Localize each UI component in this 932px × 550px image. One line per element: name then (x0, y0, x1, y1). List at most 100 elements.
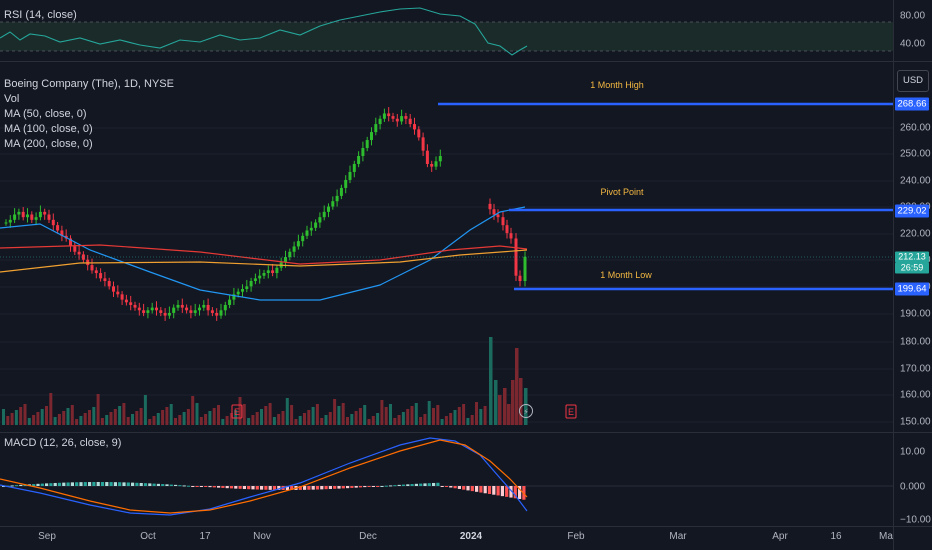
volume-bar (225, 416, 229, 425)
volume-bar (135, 411, 139, 425)
macd-histogram-bar (462, 486, 466, 490)
volume-bar (324, 415, 328, 425)
candle (357, 156, 361, 164)
volume-bar (303, 413, 306, 425)
legend-ma200[interactable]: MA (200, close, 0) (4, 138, 93, 150)
volume-bar (199, 417, 203, 425)
candle (378, 118, 382, 125)
legend-ma100[interactable]: MA (100, close, 0) (4, 123, 93, 135)
macd-histogram-bar (427, 483, 431, 486)
volume-bar (358, 408, 362, 425)
rsi-tick-80: 80.00 (900, 10, 926, 22)
macd-histogram-bar (333, 486, 337, 489)
candle (361, 148, 365, 156)
currency-button[interactable]: USD (897, 70, 929, 92)
earnings-icon (231, 404, 243, 419)
candle (305, 230, 309, 236)
volume-bar (109, 412, 113, 425)
symbol-title[interactable]: Boeing Company (The), 1D, NYSE (4, 78, 174, 90)
tag-pivot: 229.02 (895, 204, 929, 218)
candle (30, 214, 34, 220)
volume-bar (264, 406, 268, 425)
macd-histogram-bar (234, 486, 238, 489)
candle (13, 214, 17, 220)
volume-bar (122, 403, 126, 425)
macd-histogram-bar (285, 486, 289, 490)
candle (17, 211, 21, 215)
rsi-pane[interactable]: RSI (14, close) 80.00 40.00 (0, 0, 932, 61)
candle (339, 187, 343, 196)
volume-bar (238, 397, 242, 425)
candle (176, 304, 180, 308)
volume-bar (384, 407, 388, 425)
volume-bar (36, 412, 40, 425)
candle (133, 304, 137, 308)
volume-bar (498, 395, 502, 425)
legend-vol[interactable]: Vol (4, 93, 20, 105)
volume-bar (96, 394, 100, 425)
candle (51, 219, 55, 226)
candle (180, 304, 184, 308)
volume-bar (337, 406, 341, 425)
earnings-icon-label: E (568, 407, 574, 417)
candle (413, 124, 416, 130)
candle (167, 312, 171, 316)
macd-histogram-bar (131, 482, 135, 486)
volume-bar (118, 406, 122, 425)
volume-bar (156, 413, 160, 425)
dividend-icon-label: ⚡ (523, 408, 529, 417)
macd-histogram-bar (315, 486, 320, 490)
macd-histogram-bar (161, 484, 165, 486)
macd-histogram-bar (371, 486, 375, 487)
macd-histogram-bar (518, 486, 522, 499)
candle (56, 225, 60, 231)
macd-histogram-bar (23, 484, 27, 486)
macd-histogram-bar (389, 485, 393, 487)
macd-label[interactable]: MACD (12, 26, close, 9) (4, 437, 122, 449)
macd-histogram-bar (500, 486, 504, 497)
volume-bar (389, 404, 392, 425)
volume-bar (410, 406, 414, 425)
candle (335, 195, 339, 202)
tag-last-price: 212.13 (895, 251, 929, 263)
macd-histogram-bar (75, 482, 79, 486)
time-label: Apr (772, 531, 788, 542)
candle (262, 273, 266, 276)
macd-histogram-bar (384, 485, 388, 487)
macd-histogram-bar (88, 482, 92, 486)
macd-histogram-bar (290, 486, 294, 490)
legend-ma50[interactable]: MA (50, close, 0) (4, 108, 87, 120)
volume-bar (346, 417, 349, 425)
macd-histogram-bar (186, 485, 191, 487)
time-label: Ma (879, 531, 893, 542)
volume-bar (507, 404, 511, 425)
volume-bar (479, 409, 483, 425)
candle (365, 140, 369, 149)
volume-bar (195, 403, 199, 425)
volume-bar (2, 409, 5, 425)
volume-bar (75, 419, 79, 425)
macd-pane-separator[interactable] (0, 432, 932, 433)
rsi-label[interactable]: RSI (14, close) (4, 9, 77, 21)
macd-histogram-bar (337, 486, 341, 489)
volume-bar (212, 408, 216, 425)
candle (509, 233, 513, 239)
price-tick: 240.00 (900, 175, 931, 187)
macd-histogram-bar (513, 486, 517, 499)
macd-histogram-bar (100, 482, 105, 486)
candle (284, 257, 287, 263)
macd-histogram-bar (367, 486, 371, 487)
macd-pane[interactable]: MACD (12, 26, close, 9) 10.00 0.000 −10.… (0, 433, 932, 526)
candle (8, 219, 12, 223)
candle (395, 118, 399, 122)
candle (518, 275, 522, 282)
rsi-pane-separator[interactable] (0, 61, 932, 62)
price-pane[interactable]: E E ⚡ (0, 62, 932, 432)
volume-bar (174, 418, 177, 425)
macd-histogram-bar (113, 482, 117, 486)
candle (60, 230, 64, 236)
macd-histogram-bar (311, 486, 315, 490)
price-tick: 150.00 (900, 416, 931, 428)
volume-bar (432, 408, 435, 425)
macd-histogram-bar (380, 485, 384, 487)
